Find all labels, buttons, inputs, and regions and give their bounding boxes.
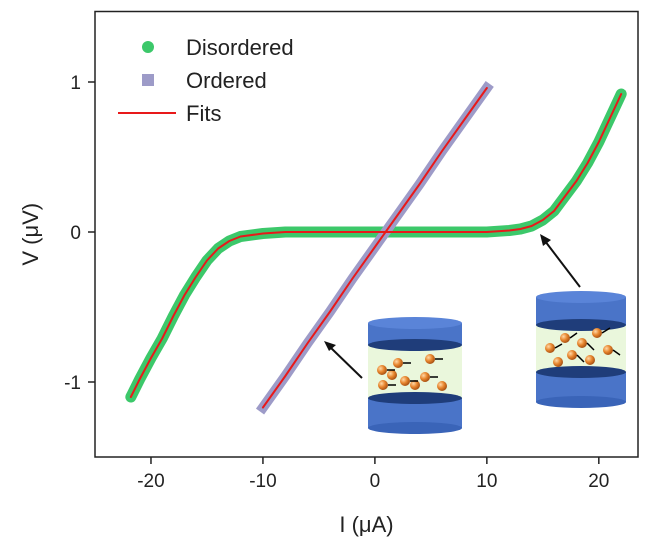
inset-ordered — [368, 317, 462, 434]
legend-label: Disordered — [186, 35, 294, 60]
legend-marker — [142, 41, 154, 53]
x-tick-label: -20 — [137, 471, 164, 492]
x-axis-label: I (μA) — [339, 512, 393, 537]
plot-frame — [94, 10, 639, 458]
y-axis-label: V (μV) — [18, 203, 43, 266]
arrows — [324, 234, 581, 379]
y-tick-label: -1 — [64, 373, 81, 394]
series-line — [129, 93, 623, 398]
x-tick-label: 10 — [476, 471, 497, 492]
x-tick-label: -10 — [249, 471, 276, 492]
y-tick-label: 0 — [70, 223, 81, 244]
legend-label: Fits — [186, 101, 221, 126]
series-line — [261, 87, 488, 409]
y-tick-label: 1 — [70, 73, 81, 94]
legend-label: Ordered — [186, 68, 267, 93]
legend-marker — [142, 74, 154, 86]
x-tick-label: 0 — [370, 471, 381, 492]
inset-disordered — [536, 291, 626, 408]
x-tick-label: 20 — [588, 471, 609, 492]
